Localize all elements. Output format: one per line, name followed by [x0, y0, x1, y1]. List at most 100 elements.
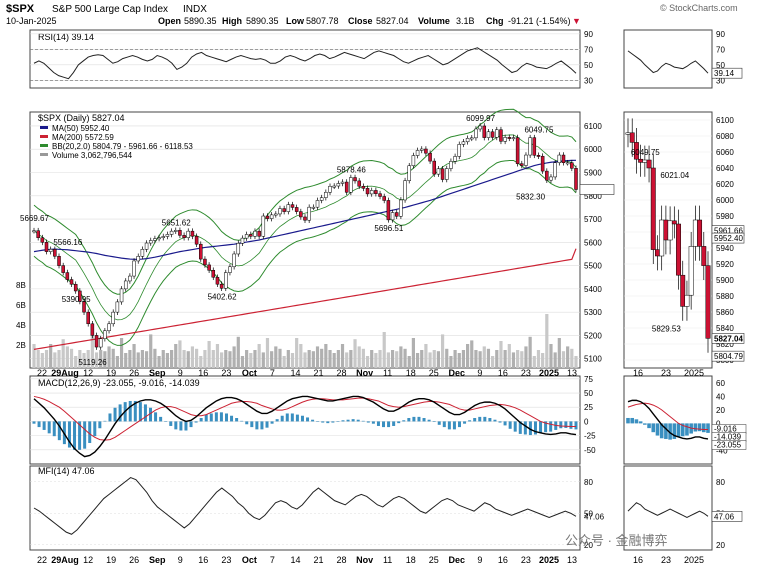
macd-histogram-bar: [569, 421, 573, 429]
macd-histogram-bar: [457, 421, 461, 428]
macd-histogram-bar: [397, 421, 401, 424]
zoom-macd-histogram-bar: [651, 423, 656, 433]
candle-body: [390, 212, 395, 221]
macd-histogram-bar: [88, 421, 92, 443]
zoom-bottom-x-tick-label: 2025: [684, 555, 704, 565]
candle-body: [365, 188, 370, 195]
volume-bar: [32, 344, 36, 368]
macd-tick-label: 25: [584, 403, 593, 412]
macd-histogram-bar: [437, 421, 441, 425]
candle-body: [228, 266, 232, 273]
macd-histogram-bar: [351, 419, 355, 422]
candle-body: [378, 193, 382, 197]
low-value: 5807.78: [306, 16, 339, 26]
volume-bar: [445, 348, 449, 368]
volume-bar: [541, 353, 545, 368]
bottom-x-tick-label: 2025: [539, 555, 559, 565]
candle-body: [194, 236, 199, 245]
volume-bar: [99, 350, 103, 368]
volume-bar: [149, 334, 153, 368]
volume-bar: [332, 353, 336, 368]
zoom-candle-body: [638, 158, 644, 163]
price-x-tick-label: Sep: [149, 368, 166, 378]
candle-body: [432, 160, 436, 175]
volume-bar: [165, 353, 170, 368]
bb-middle-line: [33, 134, 577, 321]
zoom-mfi-panel-frame: [623, 465, 713, 551]
rsi-tick-label: 30: [584, 76, 593, 85]
bottom-x-tick-label: 23: [221, 555, 231, 565]
candle-body: [232, 253, 236, 268]
volume-bar: [461, 350, 466, 368]
macd-histogram-bar: [199, 418, 203, 422]
macd-histogram-bar: [78, 421, 82, 450]
candle-body: [44, 242, 49, 252]
candle-body: [257, 230, 261, 237]
macd-histogram-bar: [407, 418, 411, 422]
legend-label: MA(200) 5572.59: [52, 133, 114, 142]
volume-tick-label: 6B: [16, 301, 26, 310]
candle-body: [403, 180, 407, 201]
price-annotation: 5696.51: [374, 224, 403, 233]
volume-bar: [124, 353, 128, 368]
zoom-price-tick-label: 5980: [716, 212, 734, 221]
candle-body: [236, 243, 241, 255]
volume-bar: [245, 350, 249, 368]
price-annotation: 6099.97: [466, 114, 495, 123]
volume-bar: [570, 348, 574, 368]
zoom-price-tick-label: 5900: [716, 276, 734, 285]
macd-histogram-bar: [468, 420, 472, 422]
bottom-x-tick-label: 21: [314, 555, 324, 565]
candle-body: [565, 162, 570, 165]
macd-histogram-bar: [260, 421, 264, 430]
price-annotation: 5566.16: [53, 238, 82, 247]
volume-bar: [274, 346, 278, 368]
candle-body: [415, 150, 420, 156]
macd-histogram-bar: [118, 404, 122, 422]
candle-body: [319, 197, 324, 201]
volume-bar: [161, 350, 165, 368]
volume-bar: [353, 339, 357, 368]
candle-body: [211, 270, 216, 278]
candle-body: [261, 215, 266, 237]
zoom-candle-body: [642, 159, 648, 163]
candle-body: [486, 131, 491, 138]
macd-histogram-bar: [392, 421, 396, 426]
price-x-tick-label: Oct: [242, 368, 257, 378]
zoom-rsi-last-label: 39.14: [714, 69, 735, 78]
change-value: -91.21 (-1.54%): [508, 16, 571, 26]
candle-body: [445, 168, 449, 180]
volume-bar: [411, 338, 415, 368]
volume-bar: [303, 352, 307, 368]
macd-histogram-bar: [316, 421, 320, 422]
macd-histogram-bar: [189, 421, 193, 428]
volume-bar: [270, 351, 274, 368]
macd-histogram-bar: [93, 421, 97, 437]
candle-body: [219, 283, 224, 289]
macd-histogram-bar: [113, 407, 117, 422]
zoom-price-tick-label: 5920: [716, 260, 734, 269]
volume-bar: [557, 338, 561, 368]
volume-bar: [336, 350, 340, 368]
price-annotation: 5669.67: [20, 214, 49, 223]
volume-bar: [474, 350, 478, 368]
zoom-candle-body: [671, 220, 677, 225]
volume-bar: [90, 332, 94, 368]
bottom-x-tick-label: 12: [83, 555, 93, 565]
candle-body: [157, 237, 161, 240]
macd-histogram-bar: [366, 421, 370, 423]
macd-histogram-bar: [523, 421, 527, 435]
price-x-tick-label: 23: [521, 368, 531, 378]
candle-body: [53, 249, 57, 257]
macd-histogram-bar: [219, 412, 223, 422]
macd-histogram-bar: [209, 413, 213, 422]
price-tick-label: 5900: [584, 169, 602, 178]
volume-bar: [382, 332, 386, 368]
zoom-candle-body: [701, 246, 707, 266]
volume-bar: [228, 351, 232, 368]
candle-body: [140, 249, 145, 257]
macd-histogram-bar: [498, 421, 502, 423]
zoom-candle-body: [688, 246, 694, 296]
volume-bar: [295, 338, 299, 368]
zoom-mfi-last-box: [711, 511, 743, 522]
